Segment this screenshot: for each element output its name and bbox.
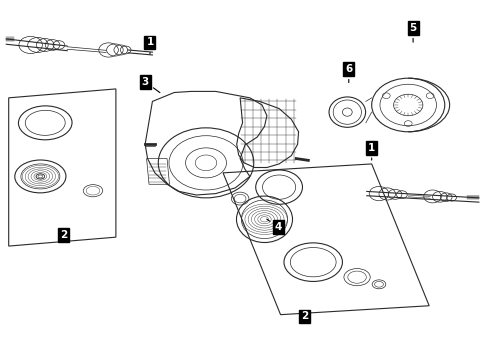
Text: 4: 4 bbox=[267, 219, 282, 232]
Text: 5: 5 bbox=[410, 23, 416, 42]
Text: 3: 3 bbox=[142, 77, 160, 93]
Text: 1: 1 bbox=[147, 37, 154, 54]
Text: 2: 2 bbox=[60, 230, 68, 240]
Text: 1: 1 bbox=[368, 143, 375, 160]
Text: 2: 2 bbox=[301, 311, 308, 321]
Text: 6: 6 bbox=[345, 64, 352, 82]
